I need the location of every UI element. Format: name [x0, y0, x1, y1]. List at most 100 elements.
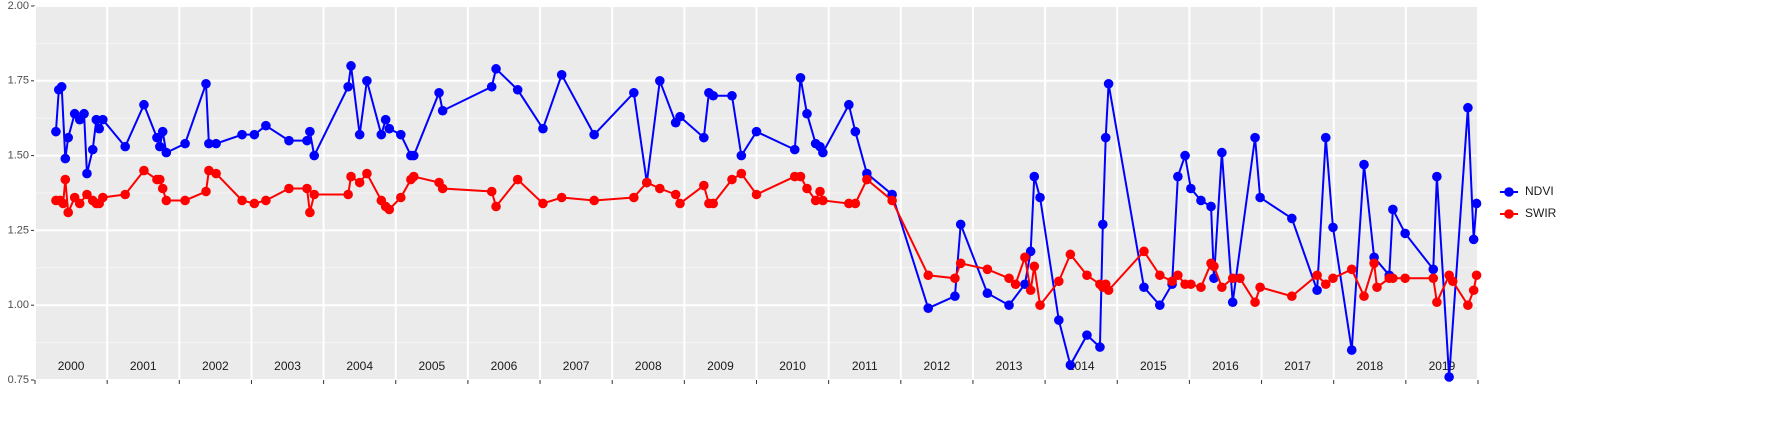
point: [82, 189, 92, 200]
point: [629, 192, 639, 203]
point: [60, 174, 71, 185]
point: [1328, 273, 1338, 284]
point: [955, 258, 966, 269]
point: [844, 99, 854, 110]
point: [261, 195, 271, 206]
point: [950, 273, 960, 284]
point: [655, 183, 665, 194]
point: [850, 126, 861, 137]
point: [1250, 132, 1260, 143]
point: [1287, 213, 1297, 224]
year-label: 2010: [779, 359, 806, 373]
point: [923, 303, 934, 313]
point: [589, 195, 599, 206]
point: [1103, 285, 1114, 296]
point: [1196, 195, 1206, 206]
year-label: 2001: [130, 359, 157, 373]
point: [1388, 204, 1398, 215]
point: [1209, 261, 1219, 272]
point: [1328, 222, 1338, 233]
point: [139, 99, 149, 110]
point: [180, 138, 190, 149]
point: [1369, 258, 1379, 269]
point: [354, 177, 365, 188]
point: [155, 141, 165, 152]
point: [1035, 192, 1045, 203]
point: [1320, 132, 1331, 143]
point: [302, 183, 312, 194]
point: [486, 186, 497, 197]
point: [201, 186, 211, 197]
point: [982, 288, 993, 299]
point: [789, 144, 800, 155]
point: [63, 207, 73, 218]
point: [1372, 282, 1382, 293]
point: [204, 165, 214, 176]
point: [1173, 270, 1183, 281]
year-label: 2014: [1068, 359, 1095, 373]
point: [1463, 300, 1473, 311]
point: [1196, 282, 1206, 293]
point: [305, 126, 315, 137]
point: [1100, 132, 1111, 143]
year-label: 2012: [924, 359, 951, 373]
point: [1428, 264, 1439, 275]
point: [1054, 276, 1064, 287]
legend-label: NDVI: [1525, 184, 1554, 198]
point: [98, 192, 108, 203]
point: [161, 195, 172, 206]
point: [818, 195, 828, 206]
point: [396, 192, 406, 203]
point: [1004, 300, 1014, 311]
point: [815, 186, 825, 197]
point: [512, 84, 523, 95]
point: [98, 114, 108, 125]
point: [802, 108, 812, 119]
y-tick-label: 0.75: [8, 374, 29, 386]
point: [51, 126, 61, 137]
y-tick-label: 1.00: [8, 299, 29, 311]
y-tick-label: 2.00: [8, 0, 29, 12]
point: [1468, 234, 1479, 245]
point: [1359, 291, 1369, 302]
point: [1346, 345, 1357, 355]
point: [736, 168, 747, 179]
point: [1103, 78, 1114, 89]
point: [556, 192, 567, 203]
point: [204, 138, 214, 149]
point: [354, 129, 365, 140]
point: [1155, 300, 1165, 311]
point: [396, 129, 406, 140]
point: [284, 183, 294, 194]
point: [1432, 171, 1442, 182]
point: [1388, 273, 1398, 284]
point: [1098, 219, 1108, 230]
point: [384, 123, 395, 134]
point: [1020, 252, 1030, 263]
point: [491, 64, 501, 74]
point: [437, 183, 448, 194]
year-label: 2019: [1429, 359, 1456, 373]
year-label: 2018: [1356, 359, 1383, 373]
year-label: 2002: [202, 359, 229, 373]
point: [157, 126, 168, 137]
point: [887, 195, 897, 206]
point: [1020, 279, 1030, 290]
point: [1227, 273, 1238, 284]
point: [1400, 273, 1410, 284]
y-tick-label: 1.25: [8, 224, 29, 236]
year-label: 2016: [1212, 359, 1239, 373]
point: [437, 105, 448, 116]
point: [384, 204, 395, 215]
point: [1054, 315, 1064, 325]
point: [708, 90, 719, 101]
point: [1065, 249, 1076, 260]
point: [1095, 342, 1105, 352]
point: [1217, 282, 1227, 293]
point: [249, 129, 260, 140]
year-label: 2015: [1140, 359, 1167, 373]
point: [1025, 285, 1036, 296]
point: [538, 198, 548, 209]
point: [211, 138, 221, 149]
